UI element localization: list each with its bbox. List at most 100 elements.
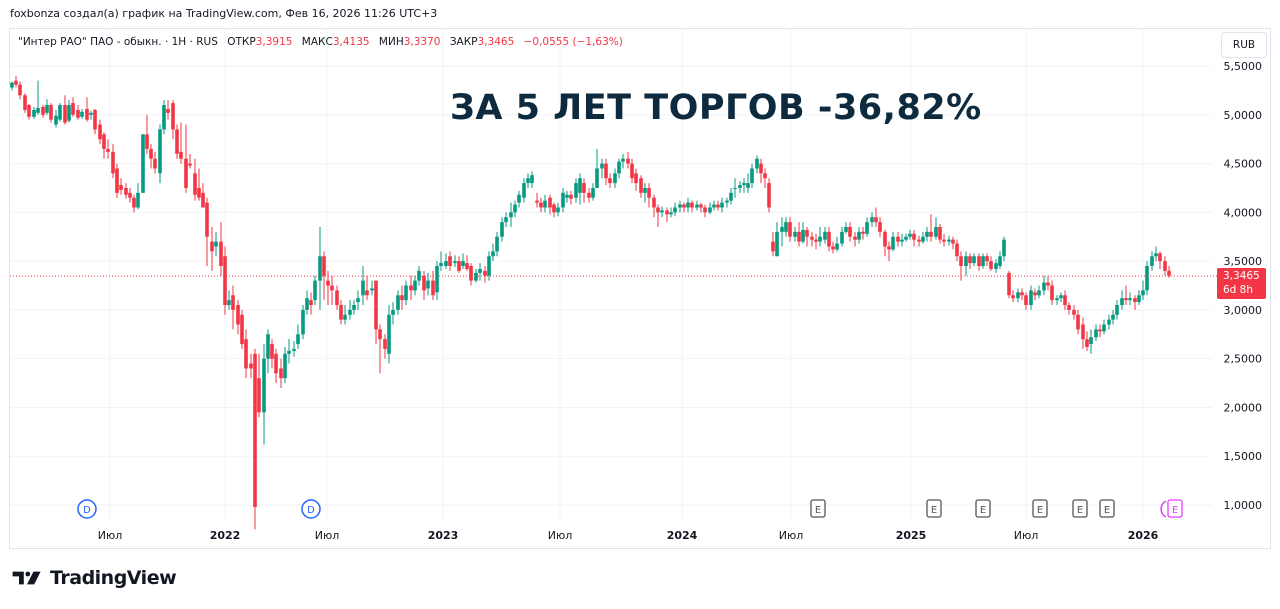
candle[interactable] xyxy=(810,231,814,247)
candle[interactable] xyxy=(733,178,737,198)
candle[interactable] xyxy=(1154,246,1158,262)
candle[interactable] xyxy=(925,226,929,242)
candle[interactable] xyxy=(1059,292,1063,303)
candle[interactable] xyxy=(253,348,257,530)
candle[interactable] xyxy=(270,339,274,369)
candle[interactable] xyxy=(870,212,874,227)
earnings-marker-icon[interactable]: E xyxy=(926,499,942,518)
candle[interactable] xyxy=(565,190,569,203)
candle[interactable] xyxy=(396,290,400,315)
candle[interactable] xyxy=(582,178,586,203)
candle[interactable] xyxy=(1067,302,1071,315)
candle[interactable] xyxy=(1094,324,1098,342)
candle[interactable] xyxy=(1124,285,1128,306)
candle[interactable] xyxy=(188,153,192,169)
candle[interactable] xyxy=(153,151,157,174)
candle[interactable] xyxy=(1037,285,1041,299)
candle[interactable] xyxy=(720,197,724,213)
candle[interactable] xyxy=(1002,236,1006,262)
candle[interactable] xyxy=(853,231,857,247)
candle[interactable] xyxy=(1072,305,1076,320)
candle[interactable] xyxy=(750,163,754,188)
candle[interactable] xyxy=(426,272,430,296)
candle[interactable] xyxy=(465,255,469,271)
candle[interactable] xyxy=(266,329,270,374)
candle[interactable] xyxy=(1063,290,1067,310)
candle[interactable] xyxy=(887,241,891,262)
candle[interactable] xyxy=(348,300,352,320)
candle[interactable] xyxy=(630,158,634,184)
candle[interactable] xyxy=(725,197,729,208)
candle[interactable] xyxy=(1007,270,1011,299)
candle[interactable] xyxy=(58,103,62,122)
candle[interactable] xyxy=(296,324,300,349)
candle[interactable] xyxy=(1107,314,1111,330)
candle[interactable] xyxy=(435,261,439,301)
earnings-marker-icon[interactable]: E xyxy=(1072,499,1088,518)
candle[interactable] xyxy=(400,285,404,310)
candle[interactable] xyxy=(236,300,240,335)
candle[interactable] xyxy=(179,122,183,164)
candle[interactable] xyxy=(27,104,31,120)
candle[interactable] xyxy=(1076,309,1080,335)
candle[interactable] xyxy=(283,346,287,384)
candle[interactable] xyxy=(951,236,955,250)
candle[interactable] xyxy=(767,178,771,213)
symbol-title[interactable]: "Интер РАО" ПАО - обыкн. · 1Н · RUS xyxy=(18,36,218,48)
candle[interactable] xyxy=(1089,329,1093,354)
candle[interactable] xyxy=(1111,309,1115,325)
candle[interactable] xyxy=(32,106,36,119)
candle[interactable] xyxy=(309,292,313,315)
candle[interactable] xyxy=(998,251,1002,269)
candle[interactable] xyxy=(36,80,40,115)
candle[interactable] xyxy=(530,171,534,188)
candle[interactable] xyxy=(878,217,882,237)
candle[interactable] xyxy=(604,158,608,186)
candle[interactable] xyxy=(1011,290,1015,303)
candle[interactable] xyxy=(513,200,517,218)
candle[interactable] xyxy=(124,183,128,199)
candle[interactable] xyxy=(848,222,852,242)
candle[interactable] xyxy=(158,124,162,184)
candle[interactable] xyxy=(469,263,473,286)
candle[interactable] xyxy=(1016,288,1020,303)
candle[interactable] xyxy=(835,236,839,252)
candle[interactable] xyxy=(784,217,788,237)
candle[interactable] xyxy=(587,187,591,203)
candle[interactable] xyxy=(985,253,989,267)
candle[interactable] xyxy=(326,270,330,306)
candle[interactable] xyxy=(942,233,946,247)
candle[interactable] xyxy=(45,99,49,115)
candle[interactable] xyxy=(814,233,818,250)
candle[interactable] xyxy=(71,97,75,117)
candle[interactable] xyxy=(617,158,621,179)
candle[interactable] xyxy=(413,275,417,296)
candle[interactable] xyxy=(93,108,97,135)
candle[interactable] xyxy=(85,97,89,122)
candle[interactable] xyxy=(823,226,827,244)
candle[interactable] xyxy=(964,251,968,276)
candle[interactable] xyxy=(67,100,71,123)
candle[interactable] xyxy=(716,200,720,211)
candle[interactable] xyxy=(227,290,231,310)
candle[interactable] xyxy=(49,103,53,123)
earnings-marker-icon[interactable]: E xyxy=(975,499,991,518)
candle[interactable] xyxy=(491,243,495,262)
candle[interactable] xyxy=(929,214,933,242)
candle[interactable] xyxy=(548,194,552,215)
candle[interactable] xyxy=(1115,300,1119,320)
candle[interactable] xyxy=(673,202,677,217)
dividend-marker-icon[interactable]: D xyxy=(301,499,321,519)
candle[interactable] xyxy=(788,217,792,242)
candle[interactable] xyxy=(391,302,395,325)
candle[interactable] xyxy=(409,275,413,301)
candle[interactable] xyxy=(742,178,746,193)
candle[interactable] xyxy=(1133,295,1137,310)
candle[interactable] xyxy=(301,305,305,340)
candle[interactable] xyxy=(600,158,604,179)
candle[interactable] xyxy=(652,194,656,218)
candle[interactable] xyxy=(1033,288,1037,301)
candle[interactable] xyxy=(608,173,612,188)
candle[interactable] xyxy=(262,344,266,445)
